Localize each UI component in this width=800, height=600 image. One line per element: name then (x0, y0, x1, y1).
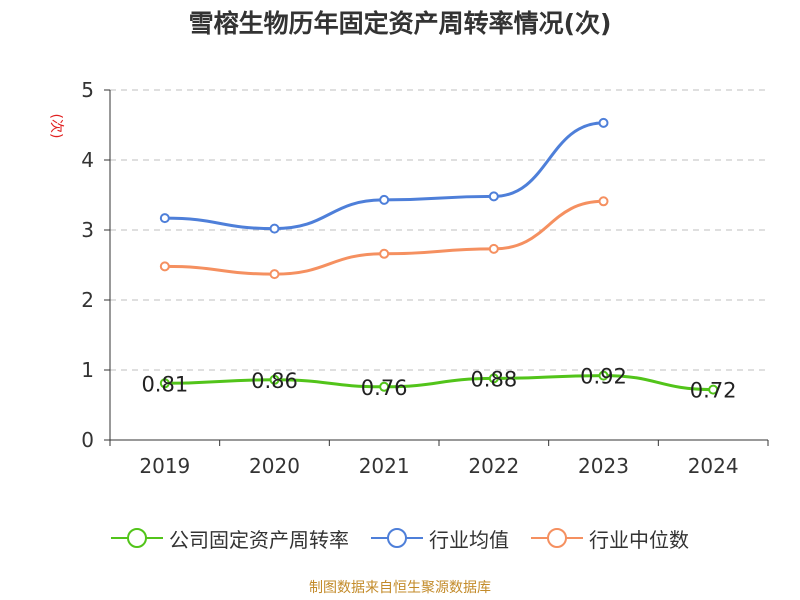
data-label: 0.92 (580, 365, 627, 389)
grid-lines (110, 89, 768, 371)
data-point (379, 381, 390, 392)
data-point (488, 373, 499, 384)
data-point (159, 261, 170, 272)
data-label: 0.86 (251, 369, 298, 393)
legend-swatch-marker (127, 528, 147, 548)
x-tick-label: 2020 (249, 454, 300, 478)
legend-swatch (371, 528, 423, 548)
data-point (379, 194, 390, 205)
x-tick-label: 2019 (139, 454, 190, 478)
data-point (159, 213, 170, 224)
y-tick-label: 0 (81, 428, 94, 452)
data-label: 0.76 (361, 376, 408, 400)
legend-label: 公司固定资产周转率 (169, 527, 349, 552)
data-point (708, 384, 719, 395)
data-point (598, 196, 609, 207)
data-label: 0.88 (470, 367, 517, 391)
legend: 公司固定资产周转率 行业均值 行业中位数 (0, 518, 800, 558)
chart-title: 雪榕生物历年固定资产周转率情况(次) (188, 9, 612, 38)
legend-swatch (111, 528, 163, 548)
series-line (164, 121, 604, 231)
legend-swatch (531, 528, 583, 548)
y-tick-label: 1 (81, 358, 94, 382)
legend-item: 行业均值 (371, 524, 509, 553)
x-tick-label: 2022 (468, 454, 519, 478)
x-tick-label: 2021 (359, 454, 410, 478)
data-point (269, 223, 280, 234)
series-line (164, 374, 714, 392)
y-tick-label: 2 (81, 288, 94, 312)
y-tick-label: 4 (81, 148, 94, 172)
y-tick-label: 3 (81, 218, 94, 242)
data-label: 0.72 (690, 379, 737, 403)
y-axis-label: (次) (48, 114, 64, 139)
series-line (164, 199, 604, 276)
data-point (269, 374, 280, 385)
legend-swatch-marker (547, 528, 567, 548)
data-point (379, 248, 390, 259)
legend-item: 公司固定资产周转率 (111, 524, 349, 553)
data-point (598, 117, 609, 128)
series-layer (159, 117, 719, 395)
source-note: 制图数据来自恒生聚源数据库 (309, 580, 491, 596)
data-labels: 0.81 0.86 0.76 0.88 0.92 0.72 (141, 365, 736, 403)
data-point (488, 191, 499, 202)
x-tick-label: 2023 (578, 454, 629, 478)
data-point (269, 269, 280, 280)
legend-label: 行业均值 (429, 527, 509, 552)
y-tick-label: 5 (81, 78, 94, 102)
legend-label: 行业中位数 (589, 527, 689, 552)
x-tick-label: 2024 (688, 454, 739, 478)
axes: 0 1 2 3 4 5 2019 2020 2021 2022 2023 2024 (81, 78, 769, 478)
data-label: 0.81 (141, 372, 188, 396)
legend-swatch-marker (387, 528, 407, 548)
legend-item: 行业中位数 (531, 524, 689, 553)
data-point (488, 243, 499, 254)
data-point (598, 370, 609, 381)
data-point (159, 378, 170, 389)
